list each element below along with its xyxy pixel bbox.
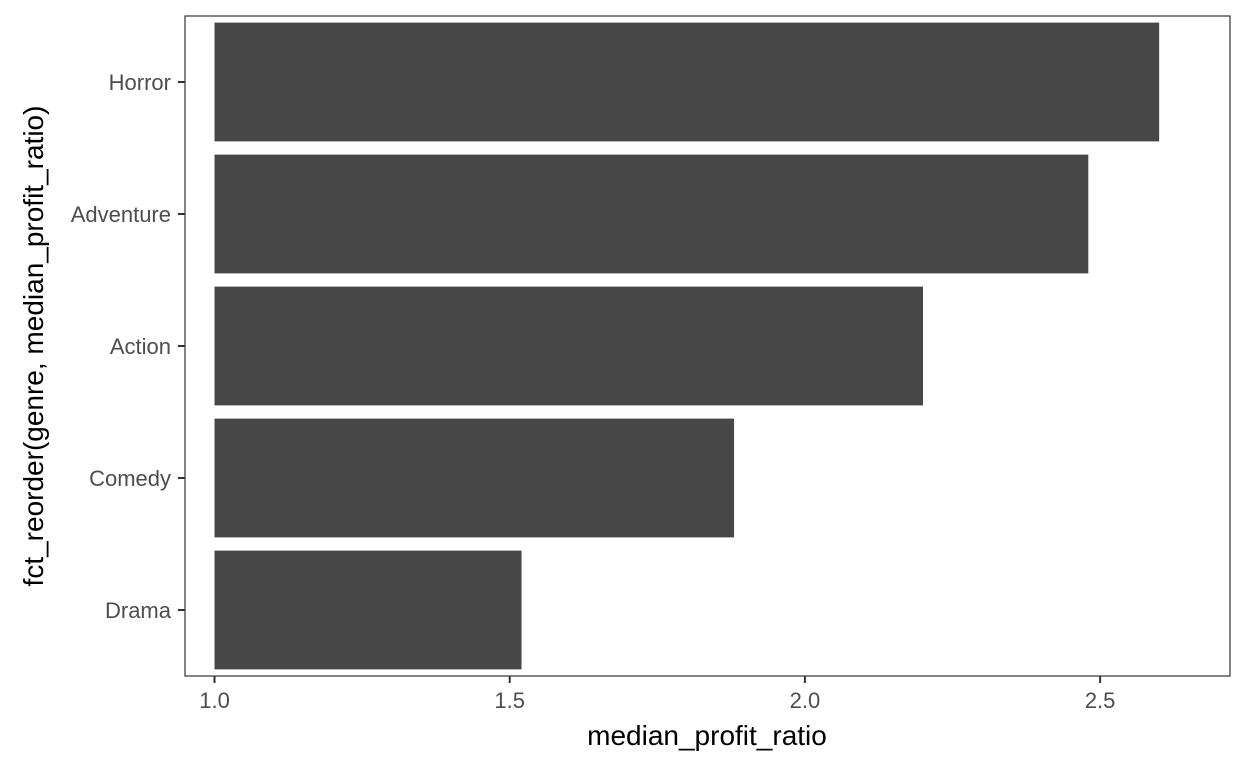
y-tick-label-drama: Drama [105, 598, 172, 623]
y-axis-title: fct_reorder(genre, median_profit_ratio) [18, 106, 49, 587]
bar-comedy [214, 418, 735, 538]
bar-adventure [214, 154, 1089, 274]
y-tick-label-horror: Horror [109, 70, 171, 95]
y-tick-label-adventure: Adventure [71, 202, 171, 227]
x-tick-label: 1.0 [199, 688, 230, 713]
x-axis-title: median_profit_ratio [587, 720, 827, 751]
x-tick-label: 2.0 [790, 688, 821, 713]
x-axis: 1.0 1.5 2.0 2.5 [199, 676, 1115, 713]
y-axis: Horror Adventure Action Comedy Drama [71, 70, 185, 623]
y-tick-label-comedy: Comedy [89, 466, 171, 491]
x-tick-label: 2.5 [1085, 688, 1116, 713]
bar-horror [214, 22, 1160, 142]
y-tick-label-action: Action [110, 334, 171, 359]
bar-drama [214, 550, 522, 670]
bar-action [214, 286, 923, 406]
bars-layer [214, 22, 1160, 670]
x-tick-label: 1.5 [494, 688, 525, 713]
